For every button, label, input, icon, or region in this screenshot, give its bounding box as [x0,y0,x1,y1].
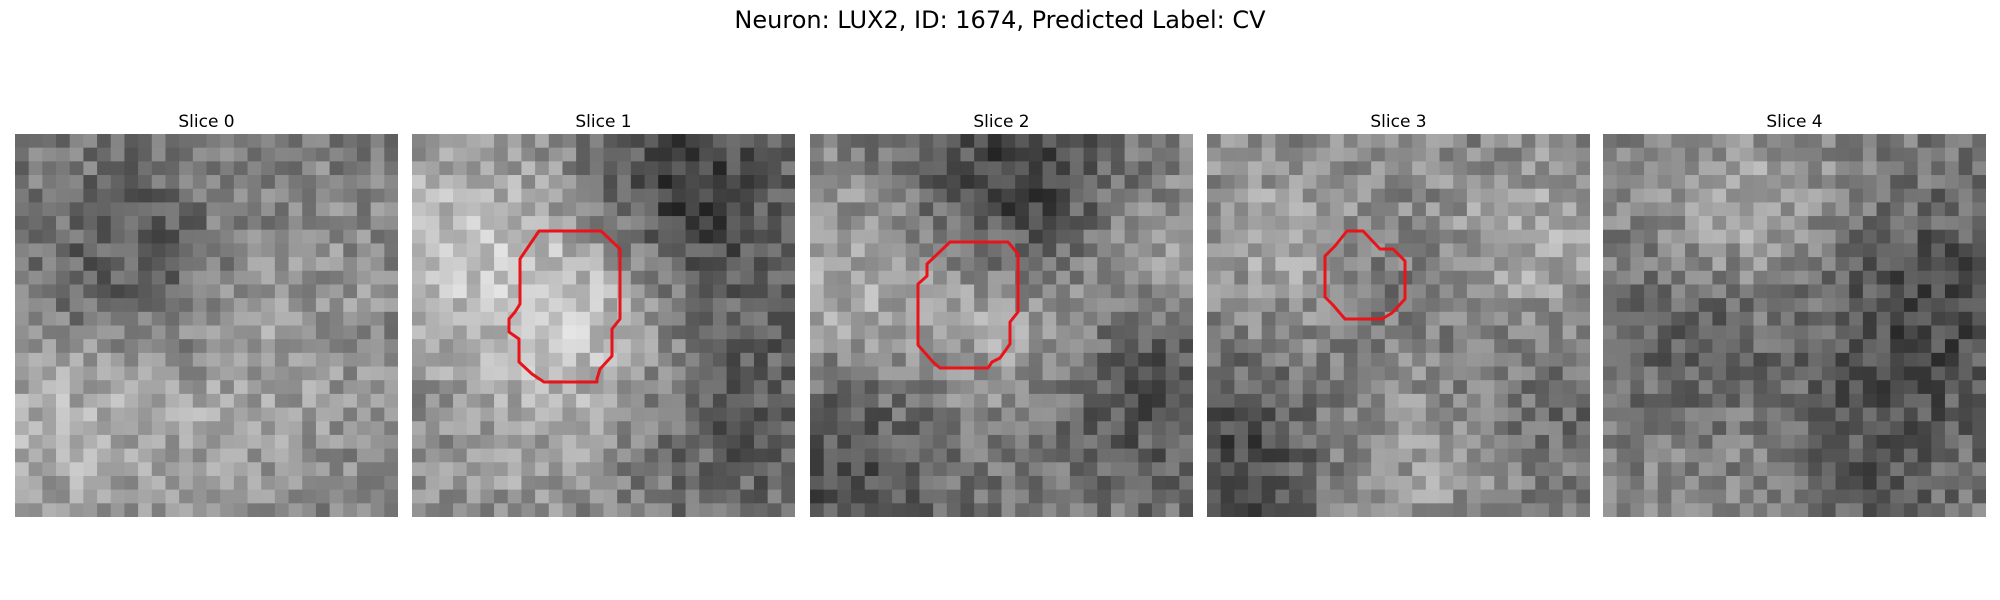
pixel-grid [412,134,795,517]
roi-contour [1323,229,1407,321]
slice-title: Slice 3 [1370,112,1427,132]
pixel-grid [1207,134,1590,517]
pixel-grid [810,134,1193,517]
slice-panel-4: Slice 4 [1603,110,1986,517]
roi-contour [916,240,1020,370]
figure-title: Neuron: LUX2, ID: 1674, Predicted Label:… [734,6,1266,34]
slice-title: Slice 2 [973,112,1030,132]
slice-title: Slice 0 [178,112,235,132]
slice-image [1207,134,1590,517]
slice-panel-2: Slice 2 [810,110,1193,517]
slice-image [1603,134,1986,517]
pixel-grid [1603,134,1986,517]
slice-image [412,134,795,517]
slice-panel-0: Slice 0 [15,110,398,517]
slice-title: Slice 1 [575,112,632,132]
slice-panel-1: Slice 1 [412,110,795,517]
roi-contour [507,229,622,384]
slice-image [15,134,398,517]
slice-title: Slice 4 [1766,112,1823,132]
slice-panel-3: Slice 3 [1207,110,1590,517]
slice-image [810,134,1193,517]
pixel-grid [15,134,398,517]
